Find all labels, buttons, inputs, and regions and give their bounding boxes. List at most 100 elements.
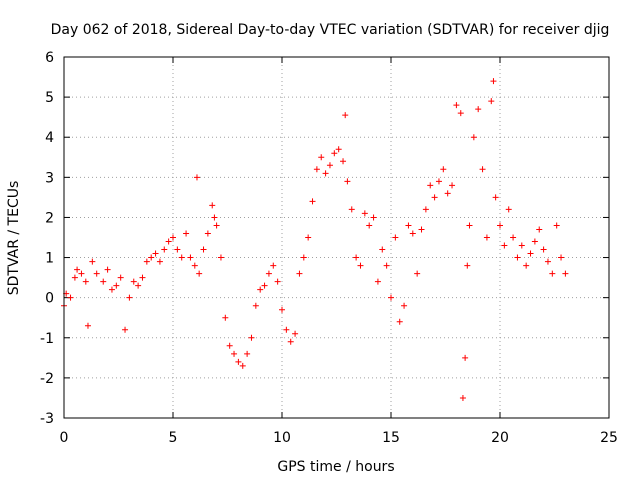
data-point	[130, 278, 137, 285]
data-point	[464, 262, 471, 269]
x-tick-label: 10	[273, 430, 291, 446]
data-points	[61, 78, 569, 401]
data-point	[483, 234, 490, 241]
data-point	[462, 354, 469, 361]
data-point	[196, 270, 203, 277]
y-tick-label: -2	[40, 371, 54, 387]
data-point	[562, 270, 569, 277]
data-point	[497, 222, 503, 229]
data-point	[165, 238, 172, 245]
data-point	[239, 362, 246, 369]
data-point	[414, 270, 421, 277]
data-point	[261, 282, 268, 289]
data-point	[353, 254, 360, 261]
data-point	[257, 286, 264, 293]
data-point	[435, 178, 442, 185]
data-point	[313, 166, 320, 173]
data-point	[422, 206, 429, 213]
data-point	[178, 254, 185, 261]
y-tick-label: 0	[45, 291, 54, 307]
data-point	[383, 262, 390, 269]
data-point	[113, 282, 120, 289]
data-point	[143, 258, 150, 265]
data-point	[322, 170, 329, 177]
x-tick-label: 0	[60, 430, 69, 446]
data-point	[453, 102, 460, 109]
data-point	[200, 246, 207, 253]
y-tick-label: -1	[40, 331, 54, 347]
grid-lines	[64, 57, 609, 418]
data-point	[305, 234, 312, 241]
data-point	[492, 194, 499, 201]
data-point	[265, 270, 272, 277]
y-tick-label: -3	[40, 411, 54, 427]
data-point	[244, 350, 251, 357]
data-point	[459, 394, 466, 401]
data-point	[457, 110, 464, 117]
data-point	[108, 286, 115, 293]
data-point	[152, 250, 159, 257]
data-point	[348, 206, 355, 213]
data-point	[82, 278, 89, 285]
data-point	[283, 326, 290, 333]
data-point	[156, 258, 163, 265]
data-point	[344, 178, 351, 185]
data-point	[479, 166, 486, 173]
data-point	[544, 258, 551, 265]
data-point	[104, 266, 111, 273]
data-point	[518, 242, 525, 249]
data-point	[135, 282, 142, 289]
data-point	[93, 270, 100, 277]
data-point	[342, 112, 349, 119]
data-point	[335, 146, 342, 153]
data-point	[340, 158, 347, 165]
data-point	[374, 278, 381, 285]
data-point	[409, 230, 416, 237]
data-point	[279, 306, 285, 313]
data-point	[300, 254, 307, 261]
data-point	[357, 262, 364, 269]
data-point	[470, 134, 477, 141]
data-point	[490, 78, 497, 85]
plot-frame	[63, 56, 610, 419]
data-point	[431, 194, 438, 201]
data-point	[326, 162, 333, 169]
data-point	[366, 222, 373, 229]
data-point	[74, 266, 81, 273]
data-point	[370, 214, 377, 221]
data-point	[388, 294, 394, 301]
data-point	[71, 274, 78, 281]
data-point	[67, 294, 74, 301]
y-tick-label: 4	[45, 130, 54, 146]
data-point	[549, 270, 556, 277]
tick-labels: 0 5 10 15 20 25 -3 -2 -1 0 1 2 3 4 5 6	[40, 50, 618, 446]
data-point	[505, 206, 512, 213]
data-point	[488, 98, 495, 105]
data-point	[449, 182, 456, 189]
data-point	[139, 274, 146, 281]
data-point	[401, 302, 408, 309]
data-point	[84, 322, 91, 329]
x-axis-label: GPS time / hours	[277, 459, 394, 475]
data-point	[183, 230, 190, 237]
x-tick-label: 25	[600, 430, 618, 446]
data-point	[213, 222, 220, 229]
data-point	[514, 254, 521, 261]
x-tick-label: 15	[382, 430, 400, 446]
y-tick-label: 2	[45, 210, 54, 226]
data-point	[122, 326, 129, 333]
data-point	[222, 314, 229, 321]
data-point	[392, 234, 399, 241]
data-point	[187, 254, 194, 261]
x-tick-label: 5	[169, 430, 178, 446]
data-point	[117, 274, 124, 281]
chart-title: Day 062 of 2018, Sidereal Day-to-day VTE…	[51, 22, 610, 38]
data-point	[191, 262, 198, 269]
axis-ticks	[63, 56, 610, 419]
data-point	[309, 198, 316, 205]
data-point	[553, 222, 560, 229]
x-tick-label: 20	[491, 430, 509, 446]
data-point	[204, 230, 211, 237]
data-point	[126, 294, 133, 301]
